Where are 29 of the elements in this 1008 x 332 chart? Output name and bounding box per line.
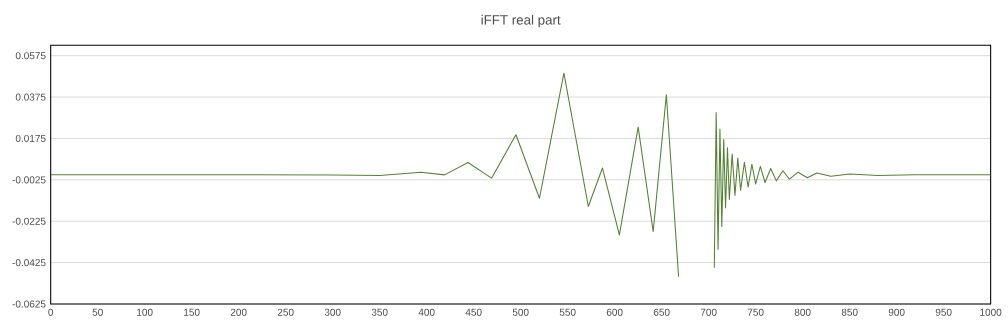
x-tick-label: 650 — [653, 308, 670, 316]
x-tick-label: 350 — [371, 308, 388, 316]
y-tick-label: 0.0175 — [15, 134, 46, 142]
x-tick-label: 850 — [841, 308, 858, 316]
y-tick-label: 0.0575 — [15, 52, 46, 60]
x-tick-label: 500 — [512, 308, 529, 316]
x-tick-label: 0 — [48, 308, 54, 316]
x-tick-label: 200 — [230, 308, 247, 316]
x-tick-label: 950 — [935, 308, 952, 316]
x-tick-label: 50 — [92, 308, 103, 316]
x-tick-label: 400 — [418, 308, 435, 316]
chart-title: iFFT real part — [481, 14, 561, 28]
x-tick-label: 750 — [747, 308, 764, 316]
x-tick-label: 300 — [324, 308, 341, 316]
x-tick-label: 450 — [465, 308, 482, 316]
x-tick-label: 550 — [559, 308, 576, 316]
x-tick-label: 1000 — [980, 308, 1002, 316]
y-tick-label: -0.0025 — [12, 176, 46, 184]
x-tick-label: 900 — [888, 308, 905, 316]
x-tick-label: 600 — [606, 308, 623, 316]
x-tick-label: 800 — [794, 308, 811, 316]
x-tick-label: 150 — [184, 308, 200, 316]
y-tick-label: -0.0225 — [12, 217, 46, 225]
y-tick-label: -0.0425 — [12, 259, 46, 267]
x-tick-label: 700 — [700, 308, 717, 316]
y-tick-label: 0.0375 — [15, 93, 46, 101]
y-tick-label: -0.0625 — [12, 300, 46, 308]
x-tick-label: 250 — [277, 308, 294, 316]
x-tick-label: 100 — [137, 308, 153, 316]
